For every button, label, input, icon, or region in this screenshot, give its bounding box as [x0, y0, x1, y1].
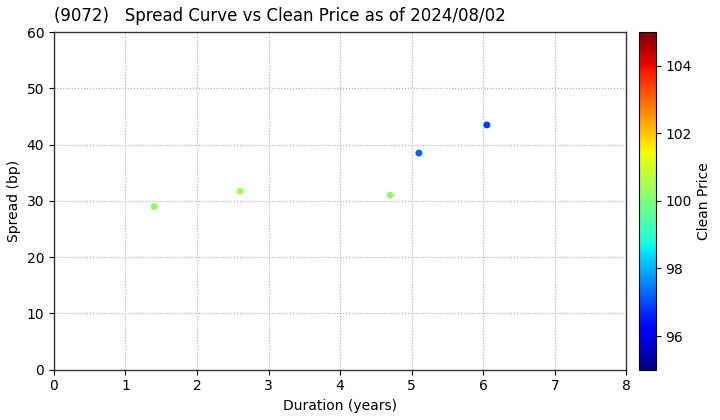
Point	[413, 150, 425, 156]
Text: (9072)   Spread Curve vs Clean Price as of 2024/08/02: (9072) Spread Curve vs Clean Price as of…	[54, 7, 505, 25]
X-axis label: Duration (years): Duration (years)	[283, 399, 397, 413]
Point	[481, 121, 492, 128]
Point	[148, 203, 160, 210]
Point	[384, 192, 396, 199]
Point	[234, 188, 246, 195]
Y-axis label: Spread (bp): Spread (bp)	[7, 160, 21, 242]
Y-axis label: Clean Price: Clean Price	[697, 162, 711, 240]
